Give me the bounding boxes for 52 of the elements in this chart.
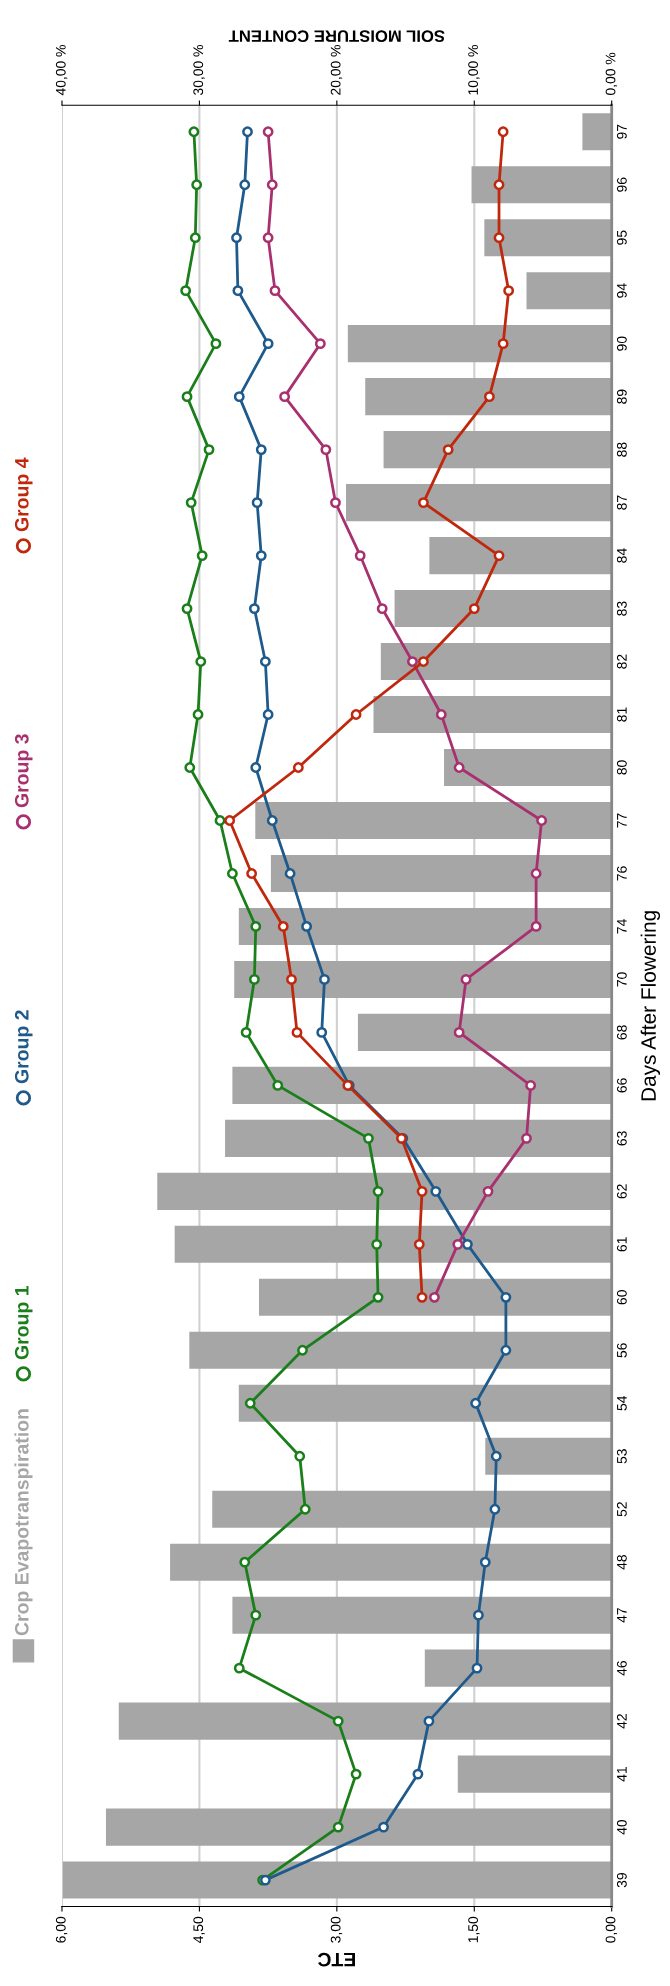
y-tick-label: 66 xyxy=(616,1078,627,1093)
x2-tick-label: 30,00 % xyxy=(193,45,205,96)
y-tick-label: 48 xyxy=(616,1555,627,1570)
y-tick-label: 60 xyxy=(616,1290,627,1305)
y-tick-label: 81 xyxy=(616,707,627,722)
y-tick-label: 88 xyxy=(616,442,627,457)
x2-axis-title: SOIL MOISTURE CONTENT xyxy=(228,30,445,43)
y-axis-title: Days After Flowering xyxy=(640,911,661,1101)
y-tick-label: 52 xyxy=(616,1502,627,1517)
x-tick-label: 4,50 xyxy=(193,1916,205,1943)
x-tick-label: 1,50 xyxy=(468,1916,480,1943)
y-tick-label: 39 xyxy=(616,1873,627,1888)
y-tick-label: 87 xyxy=(616,495,627,510)
text: Group 1 xyxy=(14,1286,33,1360)
y-tick-label: 61 xyxy=(616,1237,627,1252)
y-tick-label: 53 xyxy=(616,1449,627,1464)
x2-tick-label: 20,00 % xyxy=(330,45,343,95)
y-tick-label: 47 xyxy=(617,1608,627,1623)
text: Group 2 xyxy=(14,1010,33,1084)
x-tick-label: 0,00 xyxy=(605,1916,618,1943)
y-tick-label: 90 xyxy=(616,336,627,351)
y-tick-label: 46 xyxy=(616,1661,627,1676)
y-tick-label: 74 xyxy=(617,919,627,934)
x2-tick-label: 0,00 % xyxy=(605,52,618,95)
y-tick-label: 42 xyxy=(616,1714,627,1729)
text: Crop Evapotranspiration xyxy=(14,1409,33,1636)
y-tick-label: 76 xyxy=(616,866,627,881)
y-tick-label: 41 xyxy=(617,1767,627,1782)
y-tick-label: 89 xyxy=(616,389,627,404)
y-tick-label: 84 xyxy=(616,548,627,563)
text: Group 3 xyxy=(14,734,33,808)
y-tick-label: 80 xyxy=(616,760,627,775)
y-tick-label: 94 xyxy=(616,283,627,298)
y-tick-label: 83 xyxy=(616,601,627,616)
y-tick-label: 62 xyxy=(616,1184,627,1199)
y-tick-label: 95 xyxy=(616,230,627,245)
y-tick-label: 96 xyxy=(616,177,627,192)
y-tick-label: 54 xyxy=(617,1395,627,1411)
x-tick-label: 3,00 xyxy=(330,1916,343,1943)
x-axis-title: ETC xyxy=(317,1952,355,1967)
y-tick-label: 70 xyxy=(616,972,627,987)
y-tick-label: 77 xyxy=(617,813,627,828)
y-tick-label: 56 xyxy=(616,1343,627,1358)
text: Group 4 xyxy=(14,457,33,532)
x-tick-label: 6,00 xyxy=(55,1916,68,1943)
y-tick-label: 68 xyxy=(616,1025,627,1040)
y-tick-label: 40 xyxy=(616,1819,627,1835)
y-tick-label: 97 xyxy=(616,124,627,139)
x2-tick-label: 40,00 % xyxy=(55,45,68,96)
y-tick-label: 82 xyxy=(616,654,627,669)
x2-tick-label: 10,00 % xyxy=(468,45,480,95)
y-tick-label: 63 xyxy=(616,1131,627,1146)
